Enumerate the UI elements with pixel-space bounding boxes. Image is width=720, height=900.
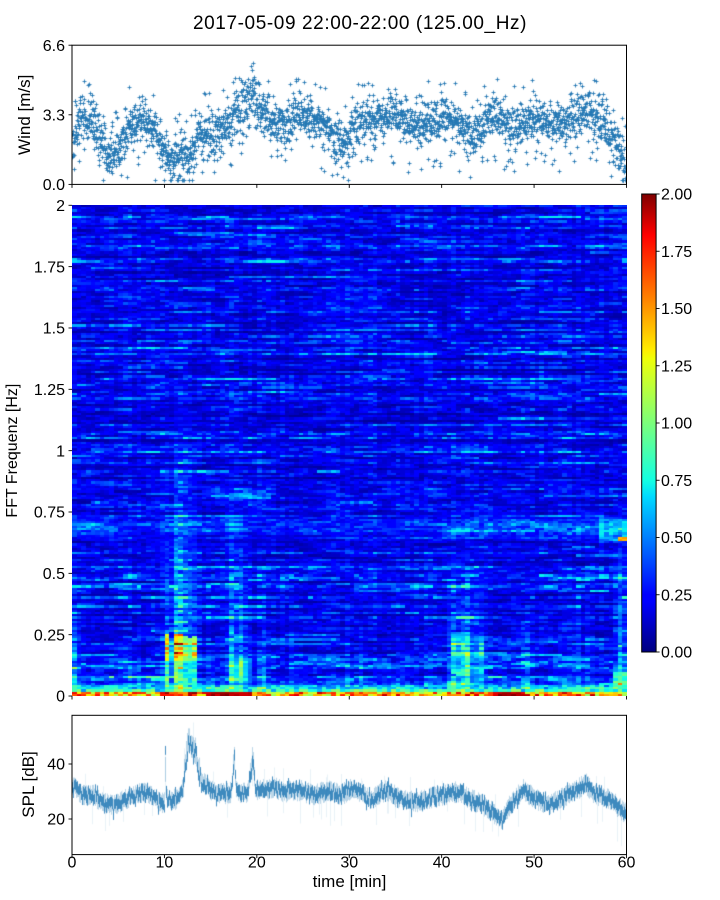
svg-text:3.3: 3.3 bbox=[43, 108, 65, 125]
svg-text:0.25: 0.25 bbox=[661, 587, 692, 604]
svg-text:1.25: 1.25 bbox=[34, 382, 65, 399]
svg-text:40: 40 bbox=[433, 855, 451, 872]
svg-text:1.5: 1.5 bbox=[43, 321, 65, 338]
svg-text:0.00: 0.00 bbox=[661, 645, 692, 662]
svg-text:1: 1 bbox=[56, 443, 65, 460]
svg-text:1.25: 1.25 bbox=[661, 358, 692, 375]
svg-text:30: 30 bbox=[340, 855, 358, 872]
svg-text:time [min]: time [min] bbox=[313, 872, 387, 891]
svg-text:FFT Frequenz [Hz]: FFT Frequenz [Hz] bbox=[4, 384, 21, 518]
svg-text:0: 0 bbox=[68, 855, 77, 872]
svg-text:1.75: 1.75 bbox=[34, 259, 65, 276]
svg-text:0.5: 0.5 bbox=[43, 566, 65, 583]
svg-text:6.6: 6.6 bbox=[43, 38, 65, 55]
svg-text:2: 2 bbox=[56, 198, 65, 215]
svg-text:20: 20 bbox=[248, 855, 266, 872]
svg-text:1.50: 1.50 bbox=[661, 301, 692, 318]
svg-text:1.00: 1.00 bbox=[661, 416, 692, 433]
svg-text:2017-05-09 22:00-22:00 (125.00: 2017-05-09 22:00-22:00 (125.00_Hz) bbox=[193, 13, 527, 34]
svg-text:40: 40 bbox=[47, 757, 65, 774]
svg-text:2.00: 2.00 bbox=[661, 187, 692, 204]
svg-text:60: 60 bbox=[618, 855, 636, 872]
svg-text:1.75: 1.75 bbox=[661, 244, 692, 261]
svg-text:10: 10 bbox=[156, 855, 174, 872]
svg-text:0: 0 bbox=[56, 689, 65, 706]
svg-text:SPL [dB]: SPL [dB] bbox=[19, 751, 38, 817]
svg-text:0.75: 0.75 bbox=[34, 505, 65, 522]
svg-text:20: 20 bbox=[47, 812, 65, 829]
svg-text:50: 50 bbox=[525, 855, 543, 872]
svg-text:0.25: 0.25 bbox=[34, 627, 65, 644]
svg-text:0.0: 0.0 bbox=[43, 177, 65, 194]
svg-text:Wind [m/s]: Wind [m/s] bbox=[15, 75, 34, 155]
svg-text:0.50: 0.50 bbox=[661, 530, 692, 547]
svg-text:0.75: 0.75 bbox=[661, 473, 692, 490]
